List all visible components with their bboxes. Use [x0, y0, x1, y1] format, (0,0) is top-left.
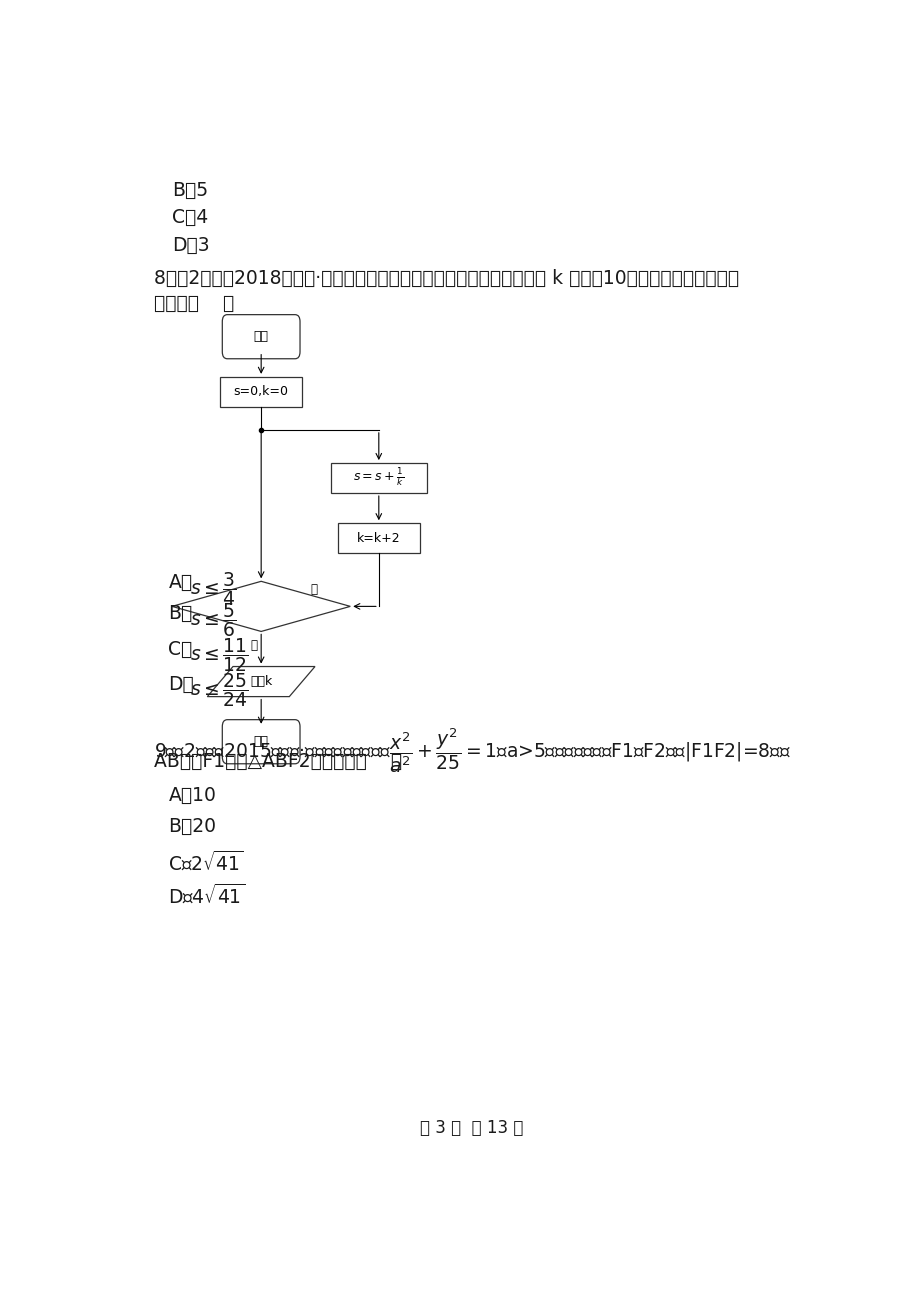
FancyBboxPatch shape [222, 315, 300, 359]
Text: $s\leq\dfrac{3}{4}$: $s\leq\dfrac{3}{4}$ [189, 570, 236, 608]
Text: B．: B． [168, 604, 192, 624]
Text: A．10: A．10 [168, 786, 216, 805]
Text: $s=s+\frac{1}{k}$: $s=s+\frac{1}{k}$ [353, 466, 404, 490]
Polygon shape [172, 581, 350, 631]
FancyBboxPatch shape [222, 720, 300, 764]
Text: s=0,k=0: s=0,k=0 [233, 385, 289, 398]
Text: D．3: D．3 [172, 236, 210, 254]
Text: C．4: C．4 [172, 208, 208, 228]
Text: 8．（2分）（2018高二上·南宁月考）执行如图所示的程序框图，若输出 k 的值为10，则判断框图可填入的: 8．（2分）（2018高二上·南宁月考）执行如图所示的程序框图，若输出 k 的值… [154, 268, 739, 288]
Text: $s\leq\dfrac{25}{24}$: $s\leq\dfrac{25}{24}$ [189, 672, 248, 710]
Text: 输出k: 输出k [250, 674, 272, 687]
Text: 否: 否 [250, 639, 257, 652]
Text: k=k+2: k=k+2 [357, 531, 400, 544]
Text: B．5: B．5 [172, 181, 208, 201]
Text: C．$2\sqrt{41}$: C．$2\sqrt{41}$ [168, 850, 244, 874]
Text: C．: C． [168, 639, 192, 659]
FancyBboxPatch shape [337, 523, 419, 553]
Text: A．: A． [168, 573, 192, 592]
Polygon shape [207, 667, 314, 697]
Text: B．20: B．20 [168, 816, 216, 836]
Text: 条件是（    ）: 条件是（ ） [154, 293, 234, 312]
Text: 结束: 结束 [254, 736, 268, 749]
Text: D．$4\sqrt{41}$: D．$4\sqrt{41}$ [168, 883, 245, 907]
Text: 9．（2分）（2015高二上·西宁期末）已知椭圆$\dfrac{x^2}{a^2}+\dfrac{y^2}{25}=1$（a>5）的两个焦点为F1、F2，且|F: 9．（2分）（2015高二上·西宁期末）已知椭圆$\dfrac{x^2}{a^2… [154, 725, 790, 775]
Text: AB过点F1，则△ABF2的周长为（    ）: AB过点F1，则△ABF2的周长为（ ） [154, 751, 402, 771]
Text: D．: D． [168, 674, 194, 694]
Text: 第 3 页  共 13 页: 第 3 页 共 13 页 [419, 1118, 523, 1137]
Text: 是: 是 [310, 583, 317, 596]
FancyBboxPatch shape [220, 376, 301, 408]
Text: $s\leq\dfrac{11}{12}$: $s\leq\dfrac{11}{12}$ [189, 637, 248, 674]
FancyBboxPatch shape [330, 464, 426, 493]
Text: 开始: 开始 [254, 331, 268, 344]
Text: $s\leq\dfrac{5}{6}$: $s\leq\dfrac{5}{6}$ [189, 602, 236, 639]
